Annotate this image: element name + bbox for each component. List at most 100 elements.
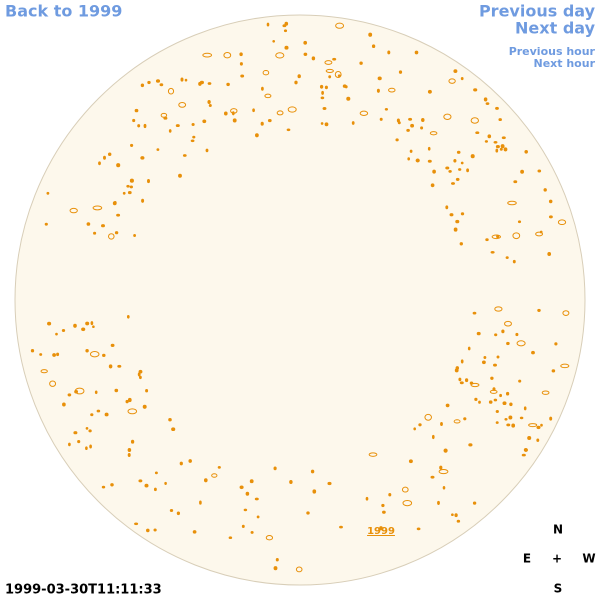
magnetic-feature bbox=[144, 483, 149, 488]
magnetic-feature bbox=[470, 117, 479, 124]
magnetic-feature bbox=[493, 363, 497, 367]
compass-south: S bbox=[554, 582, 563, 596]
magnetic-feature bbox=[505, 391, 510, 396]
magnetic-feature bbox=[493, 140, 498, 144]
magnetic-feature bbox=[167, 87, 175, 95]
magnetic-feature bbox=[98, 161, 101, 166]
magnetic-feature bbox=[548, 215, 553, 219]
magnetic-feature bbox=[415, 158, 420, 163]
magnetic-feature bbox=[297, 74, 301, 79]
magnetic-feature bbox=[430, 475, 435, 479]
magnetic-feature bbox=[536, 425, 541, 430]
magnetic-feature bbox=[178, 173, 182, 178]
previous-day-link[interactable]: Previous day bbox=[479, 2, 596, 21]
magnetic-feature bbox=[171, 427, 176, 432]
magnetic-feature bbox=[451, 513, 454, 517]
magnetic-feature bbox=[85, 427, 89, 430]
magnetic-feature bbox=[273, 466, 277, 471]
magnetic-feature bbox=[371, 44, 376, 49]
magnetic-feature bbox=[303, 40, 308, 45]
magnetic-feature bbox=[154, 471, 158, 475]
magnetic-feature bbox=[130, 143, 134, 147]
magnetic-feature bbox=[416, 527, 421, 531]
magnetic-feature bbox=[208, 104, 212, 107]
magnetic-feature bbox=[460, 161, 464, 165]
magnetic-feature bbox=[459, 381, 464, 385]
magnetic-feature bbox=[132, 118, 136, 123]
compass-west: W bbox=[582, 552, 595, 566]
magnetic-feature bbox=[427, 146, 431, 151]
magnetic-feature bbox=[44, 222, 48, 226]
magnetic-feature bbox=[474, 397, 478, 402]
magnetic-feature bbox=[140, 156, 145, 160]
magnetic-feature bbox=[89, 444, 92, 449]
magnetic-feature bbox=[223, 111, 228, 116]
magnetic-feature bbox=[495, 410, 499, 413]
magnetic-feature bbox=[408, 117, 413, 121]
magnetic-feature bbox=[511, 423, 516, 428]
magnetic-feature bbox=[513, 180, 518, 184]
magnetic-feature bbox=[448, 78, 456, 84]
magnetic-feature bbox=[68, 442, 71, 447]
magnetic-feature bbox=[287, 106, 297, 113]
magnetic-feature bbox=[554, 342, 558, 346]
magnetic-feature bbox=[455, 177, 460, 181]
magnetic-feature bbox=[388, 492, 392, 497]
magnetic-feature bbox=[483, 356, 487, 359]
magnetic-feature bbox=[294, 80, 298, 85]
magnetic-feature bbox=[325, 68, 334, 73]
magnetic-feature bbox=[110, 343, 115, 348]
magnetic-feature bbox=[427, 89, 432, 94]
magnetic-feature bbox=[245, 491, 250, 496]
next-day-link[interactable]: Next day bbox=[515, 19, 596, 38]
magnetic-feature bbox=[470, 154, 475, 159]
magnetic-feature bbox=[138, 369, 143, 374]
magnetic-feature bbox=[472, 501, 477, 505]
magnetic-feature bbox=[114, 231, 119, 235]
magnetic-feature bbox=[272, 39, 276, 43]
magnetic-feature bbox=[562, 310, 570, 316]
magnetic-feature bbox=[143, 123, 147, 129]
magnetic-feature bbox=[493, 398, 498, 402]
magnetic-feature bbox=[377, 76, 382, 81]
magnetic-feature bbox=[265, 535, 274, 541]
magnetic-feature bbox=[460, 77, 464, 81]
magnetic-feature bbox=[108, 364, 113, 369]
magnetic-feature bbox=[147, 80, 151, 85]
magnetic-feature bbox=[337, 74, 341, 78]
magnetic-feature bbox=[101, 485, 106, 489]
magnetic-feature bbox=[130, 439, 135, 444]
magnetic-feature bbox=[55, 332, 58, 336]
magnetic-feature bbox=[339, 525, 343, 529]
magnetic-feature bbox=[90, 321, 94, 326]
magnetic-feature bbox=[228, 536, 233, 540]
magnetic-feature bbox=[175, 124, 180, 128]
magnetic-feature bbox=[485, 238, 489, 242]
magnetic-feature bbox=[153, 487, 157, 492]
magnetic-feature bbox=[192, 135, 196, 139]
magnetic-feature bbox=[243, 508, 248, 512]
magnetic-feature bbox=[432, 169, 436, 174]
magnetic-feature bbox=[178, 102, 187, 108]
next-hour-link[interactable]: Next hour bbox=[534, 57, 596, 70]
previous-hour-link[interactable]: Previous hour bbox=[509, 45, 596, 58]
magnetic-feature bbox=[62, 402, 66, 407]
magnetic-feature bbox=[230, 108, 238, 114]
magnetic-feature bbox=[122, 191, 126, 195]
year-marker-link[interactable]: 1999 bbox=[367, 526, 395, 537]
magnetic-feature bbox=[512, 232, 521, 240]
magnetic-feature bbox=[40, 369, 48, 374]
back-link[interactable]: Back to 1999 bbox=[5, 2, 122, 21]
magnetic-feature bbox=[85, 348, 89, 353]
magnetic-feature bbox=[207, 100, 211, 104]
magnetic-feature bbox=[406, 128, 410, 132]
magnetic-feature bbox=[429, 131, 438, 136]
magnetic-feature bbox=[312, 489, 317, 494]
magnetic-feature bbox=[207, 82, 212, 85]
magnetic-feature bbox=[39, 353, 43, 356]
magnetic-feature bbox=[191, 122, 195, 127]
magnetic-feature bbox=[140, 83, 145, 88]
magnetic-feature bbox=[500, 144, 505, 149]
magnetic-feature bbox=[523, 448, 528, 452]
magnetic-feature bbox=[223, 52, 232, 59]
